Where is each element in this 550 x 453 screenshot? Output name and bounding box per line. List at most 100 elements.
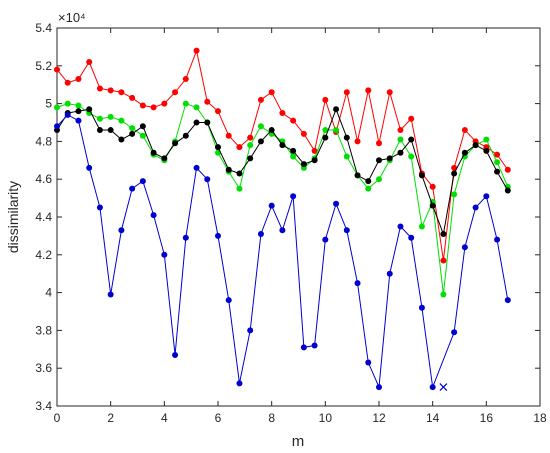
x-tick-label: 14 <box>426 411 440 425</box>
data-point <box>96 204 103 211</box>
data-point <box>343 134 350 141</box>
y-tick-label: 4.2 <box>35 248 52 262</box>
x-tick-label: 8 <box>268 411 275 425</box>
data-point <box>96 127 103 134</box>
data-point <box>129 94 136 101</box>
data-point <box>75 108 82 115</box>
data-point <box>376 176 382 183</box>
data-point <box>107 127 114 134</box>
series-line <box>56 114 509 390</box>
x-tick-label: 18 <box>533 411 547 425</box>
data-point <box>279 227 286 234</box>
y-tick-label: 3.4 <box>35 399 52 413</box>
data-point <box>118 227 125 234</box>
data-point <box>75 102 82 109</box>
data-point <box>429 183 436 190</box>
data-point <box>172 89 179 96</box>
data-point <box>494 159 501 166</box>
data-point <box>504 166 511 173</box>
data-point <box>504 297 511 304</box>
data-point <box>236 170 243 177</box>
data-point <box>215 144 221 151</box>
data-point <box>365 87 372 94</box>
data-point <box>193 104 200 111</box>
x-tick-label: 16 <box>480 411 494 425</box>
data-point <box>354 138 361 145</box>
data-point <box>257 96 264 103</box>
data-point <box>429 202 436 209</box>
data-point <box>376 157 382 164</box>
data-point <box>150 104 157 111</box>
y-tick-label: 3.6 <box>35 361 52 375</box>
data-point <box>418 304 425 311</box>
data-point <box>107 87 114 94</box>
data-point <box>397 136 404 143</box>
data-point <box>96 115 103 122</box>
data-point <box>64 100 71 107</box>
data-point <box>365 185 372 192</box>
data-point <box>54 123 60 130</box>
data-point <box>215 232 221 239</box>
x-tick-label: 10 <box>319 411 333 425</box>
data-point <box>139 178 146 185</box>
data-point <box>193 119 200 126</box>
data-point <box>365 359 372 366</box>
x-tick-label: 6 <box>215 411 222 425</box>
data-point <box>107 291 114 298</box>
data-point <box>150 212 157 219</box>
data-point <box>483 193 490 200</box>
data-point <box>461 127 468 134</box>
data-point <box>204 98 211 105</box>
data-point <box>451 164 458 171</box>
y-tick-label: 5.2 <box>35 59 52 73</box>
data-point <box>300 344 307 351</box>
data-point <box>322 127 329 134</box>
data-point <box>472 204 479 211</box>
data-point <box>247 142 254 149</box>
data-point <box>118 89 125 96</box>
y-axis-label: dissimilarity <box>5 181 21 253</box>
data-point <box>182 234 189 241</box>
data-point <box>300 161 307 168</box>
data-point <box>418 172 425 179</box>
data-point <box>193 164 200 171</box>
data-point <box>257 123 264 130</box>
data-point <box>397 149 404 156</box>
data-point <box>365 178 372 185</box>
data-point <box>118 136 125 143</box>
y-tick-label: 4.4 <box>35 210 52 224</box>
data-point <box>129 130 136 137</box>
y-tick-label: 4 <box>45 286 52 300</box>
y-tick-label: 3.8 <box>35 323 52 337</box>
data-point <box>494 236 501 243</box>
data-point <box>129 185 136 192</box>
data-point <box>397 223 404 230</box>
data-point <box>451 329 458 336</box>
data-point <box>96 85 103 92</box>
data-point <box>343 89 350 96</box>
data-point <box>311 157 318 164</box>
data-point <box>311 342 318 349</box>
data-point <box>86 164 93 171</box>
data-point <box>300 130 307 137</box>
x-tick-label: 2 <box>107 411 114 425</box>
data-point <box>418 223 425 230</box>
data-point <box>75 76 82 83</box>
data-point <box>225 166 232 173</box>
data-point <box>408 115 415 122</box>
data-point <box>461 244 468 251</box>
data-point <box>408 153 415 160</box>
data-point <box>204 119 211 126</box>
data-point <box>408 234 415 241</box>
data-point <box>440 257 447 264</box>
data-point <box>451 191 458 198</box>
data-point <box>107 113 114 120</box>
data-point <box>504 187 511 194</box>
data-point <box>322 236 329 243</box>
x-tick-label: 4 <box>161 411 168 425</box>
data-point <box>322 134 329 141</box>
x-tick-label: 0 <box>54 411 61 425</box>
x-axis-label: m <box>292 433 305 450</box>
data-point <box>139 123 146 130</box>
